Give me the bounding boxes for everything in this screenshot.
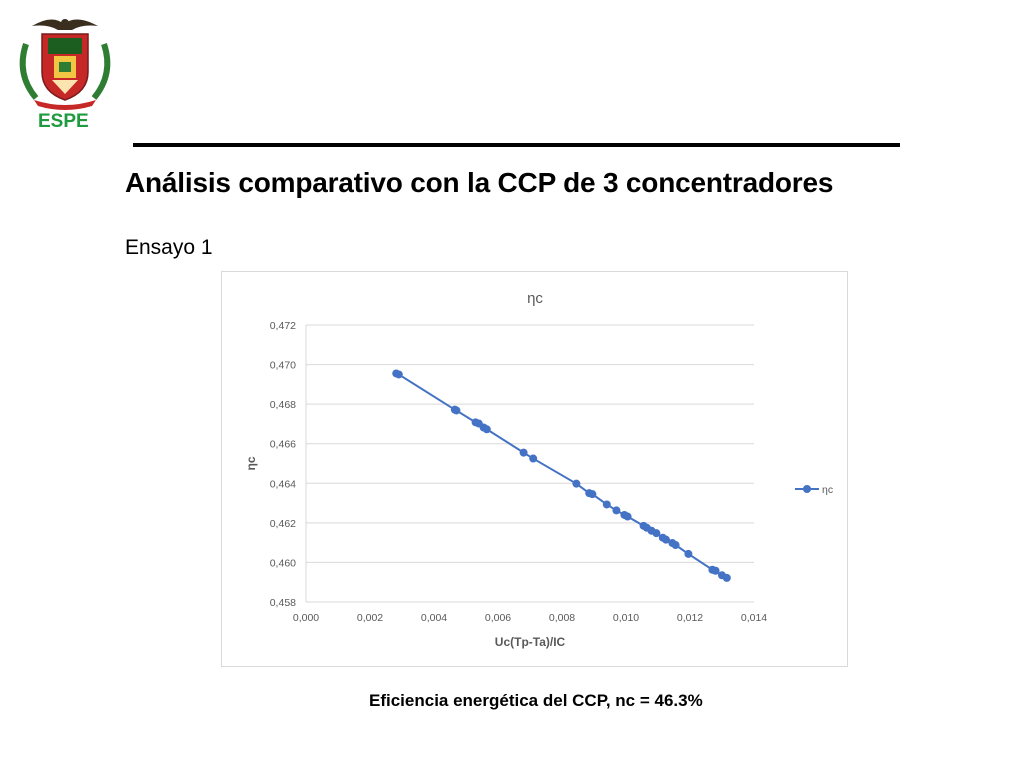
legend-label: ηc <box>822 484 833 496</box>
chart-title: ηc <box>527 290 543 307</box>
x-axis-title: Uc(Tp-Ta)/IC <box>495 635 566 649</box>
scatter-chart: ηc 0,458 0,460 0,462 0,464 0,466 0,468 0,470 0,4… <box>244 290 833 649</box>
x-tick-label: 0,002 <box>357 612 383 624</box>
y-tick-label: 0,458 <box>270 597 296 609</box>
data-point <box>519 448 528 457</box>
y-tick-label: 0,466 <box>270 439 296 451</box>
y-tick-label: 0,472 <box>270 320 296 332</box>
data-point <box>722 573 731 582</box>
slide-subtitle: Ensayo 1 <box>125 236 213 259</box>
slide-title: Análisis comparativo con la CCP de 3 con… <box>125 167 834 198</box>
data-point <box>612 506 621 515</box>
x-tick-label: 0,012 <box>677 612 703 624</box>
data-point <box>482 425 491 434</box>
data-point <box>529 454 538 463</box>
data-point <box>662 535 670 544</box>
data-point <box>452 406 461 415</box>
y-tick-label: 0,470 <box>270 360 296 372</box>
legend-swatch-marker <box>803 485 811 493</box>
data-point <box>572 479 581 488</box>
x-tick-label: 0,014 <box>741 612 767 624</box>
data-point <box>588 490 597 499</box>
data-point <box>671 541 680 550</box>
x-tick-label: 0,010 <box>613 612 639 624</box>
y-tick-label: 0,460 <box>270 557 296 569</box>
chart-container: ηc 0,458 0,460 0,462 0,464 0,466 0,468 0,470 0,4… <box>221 271 848 667</box>
x-tick-label: 0,006 <box>485 612 511 624</box>
espe-seal-icon <box>19 19 111 110</box>
title-divider <box>133 143 900 147</box>
x-tick-label: 0,008 <box>549 612 575 624</box>
data-point <box>602 500 611 509</box>
y-tick-label: 0,468 <box>270 399 296 411</box>
espe-logo <box>12 14 118 110</box>
chart-caption: Eficiencia energética del CCP, nc = 46.3… <box>369 691 703 710</box>
data-point <box>711 566 720 575</box>
x-tick-label: 0,000 <box>293 612 319 624</box>
y-tick-label: 0,462 <box>270 518 296 530</box>
data-point <box>684 549 693 558</box>
data-point <box>652 529 661 538</box>
x-tick-label: 0,004 <box>421 612 447 624</box>
y-tick-label: 0,464 <box>270 478 296 490</box>
data-point <box>623 512 632 521</box>
data-point <box>394 370 403 379</box>
logo-text: ESPE <box>38 111 89 132</box>
y-axis-title: ηc <box>244 456 258 470</box>
